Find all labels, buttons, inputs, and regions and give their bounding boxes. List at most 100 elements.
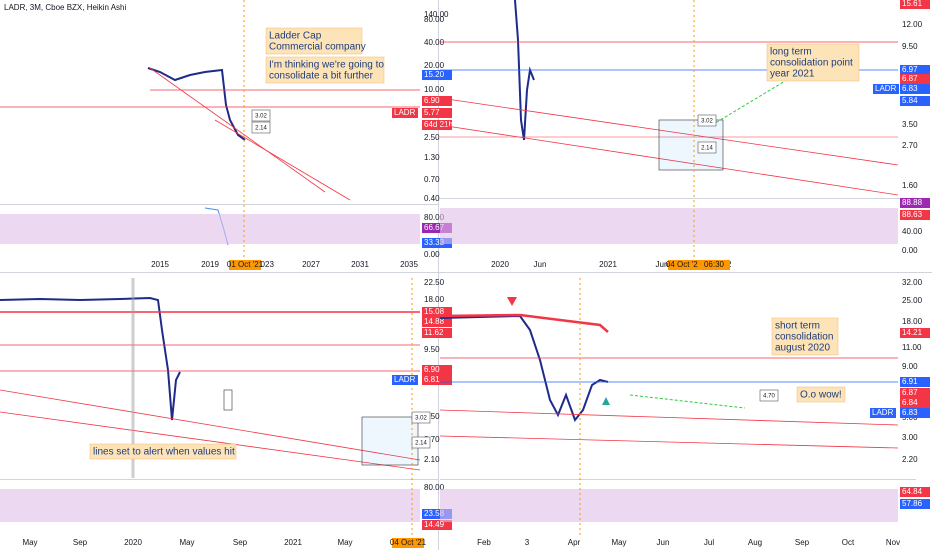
indicator-tag xyxy=(900,499,930,509)
price-tag xyxy=(422,317,452,327)
x-axis-label: Aug xyxy=(748,538,762,547)
label-box xyxy=(759,389,779,402)
price-tag xyxy=(900,377,930,387)
y-axis-label: 2.70 xyxy=(902,141,918,150)
indicator-band xyxy=(440,208,898,244)
indicator-tag xyxy=(900,210,930,220)
x-axis-label: May xyxy=(611,538,626,547)
price-tag xyxy=(422,108,452,118)
trend-line xyxy=(439,409,899,426)
indicator-label: 66.67 xyxy=(424,223,445,232)
price-tag xyxy=(870,408,896,418)
label-box-text: 3.02 xyxy=(255,114,267,120)
indicator-label: 80.00 xyxy=(424,213,445,222)
price-tag-text: 15.20 xyxy=(424,70,445,79)
price-tag xyxy=(900,74,930,84)
indicator-tag xyxy=(422,509,452,519)
x-axis-label: Feb xyxy=(477,538,491,547)
price-tag-text: 6.90 xyxy=(424,96,440,105)
y-axis-label: 80.00 xyxy=(424,15,445,24)
price-tag xyxy=(900,96,930,106)
indicator-tag xyxy=(422,238,452,248)
y-axis-label: 25.00 xyxy=(902,296,923,305)
date-tag-text: 04 Oct '21 xyxy=(666,260,703,269)
y-axis-label: 9.00 xyxy=(902,362,918,371)
y-axis-label: 11.00 xyxy=(902,343,922,352)
price-tag xyxy=(873,84,899,94)
indicator-band xyxy=(440,489,898,522)
y-axis-label: 40.00 xyxy=(424,38,445,47)
x-axis-label: Jun xyxy=(657,538,670,547)
trend-line xyxy=(149,67,326,193)
date-tag-text: 04 Oct '21 xyxy=(390,538,427,547)
annotation-text: year 2021 xyxy=(770,69,815,80)
x-axis-label: Jul xyxy=(704,538,714,547)
y-axis-label: 9.50 xyxy=(902,42,918,51)
y-axis-label: 2.10 xyxy=(424,455,440,464)
y-axis-label: 32.00 xyxy=(902,278,923,287)
annotation-text: consolidate a bit further xyxy=(269,71,374,82)
indicator-label: 64.84 xyxy=(902,487,923,496)
x-axis-label: 2035 xyxy=(400,260,418,269)
price-tag-text: 6.83 xyxy=(902,84,918,93)
price-line xyxy=(439,314,609,423)
target-box xyxy=(223,389,233,411)
x-axis-label: 2020 xyxy=(124,538,142,547)
annotation: lines set to alert when values hit xyxy=(89,443,237,460)
price-tag xyxy=(900,65,930,75)
price-tag-text: 6.87 xyxy=(902,388,918,397)
y-axis-label: 0.70 xyxy=(424,175,440,184)
y-axis-label: 10.00 xyxy=(424,85,445,94)
price-tag xyxy=(900,328,930,338)
price-tag xyxy=(422,96,452,106)
indicator-band xyxy=(0,214,420,244)
price-tag xyxy=(422,70,452,80)
price-tag xyxy=(422,328,452,338)
indicator-label: 0.00 xyxy=(902,246,918,255)
x-axis-label: Sep xyxy=(795,538,810,547)
label-box xyxy=(411,411,431,424)
ma-line xyxy=(439,313,609,333)
indicator-band xyxy=(0,489,420,522)
y-axis-label: 12.00 xyxy=(902,20,923,29)
price-tag xyxy=(900,398,930,408)
price-tag xyxy=(422,120,452,130)
chart-header: LADR, 3M, Cboe BZX, Heikin Ashi xyxy=(4,3,126,12)
y-axis-label: 18.00 xyxy=(424,295,445,304)
x-axis-label: 2027 xyxy=(302,260,320,269)
x-axis-label: Oct xyxy=(842,538,855,547)
y-axis-label: 2.70 xyxy=(424,435,440,444)
price-tag-text: LADR xyxy=(872,408,894,417)
price-tag-text: 5.84 xyxy=(902,96,918,105)
x-axis-label: 2020 xyxy=(491,260,509,269)
price-tag xyxy=(422,365,452,375)
x-axis-label: 2021 xyxy=(599,260,617,269)
price-tag-text: 6.87 xyxy=(902,74,918,83)
indicator-label: 40.00 xyxy=(902,227,923,236)
indicator-label: 0.00 xyxy=(424,250,440,259)
indicator-tag xyxy=(900,198,930,208)
x-axis-label: Sep xyxy=(73,538,88,547)
date-tag xyxy=(668,260,700,270)
annotation-box xyxy=(796,386,846,403)
x-axis-label: Apr xyxy=(568,538,581,547)
y-axis-label: 1.60 xyxy=(902,181,918,190)
trend-line xyxy=(439,435,899,449)
x-axis-label: 2023 xyxy=(256,260,274,269)
y-axis-label: 22.50 xyxy=(424,278,445,287)
marker xyxy=(507,297,517,306)
indicator-label: 57.86 xyxy=(902,499,923,508)
x-axis-label: Sep xyxy=(233,538,248,547)
trend-line xyxy=(214,119,351,201)
y-axis-label: 2.50 xyxy=(424,133,440,142)
annotation-text: consolidation point xyxy=(770,58,853,69)
indicator-label: 88.88 xyxy=(902,198,923,207)
annotation-text: Ladder Cap xyxy=(269,31,322,42)
annotation-box xyxy=(771,317,839,356)
price-tag-text: 6.97 xyxy=(902,65,918,74)
price-line xyxy=(0,296,181,421)
trend-line xyxy=(0,389,421,461)
